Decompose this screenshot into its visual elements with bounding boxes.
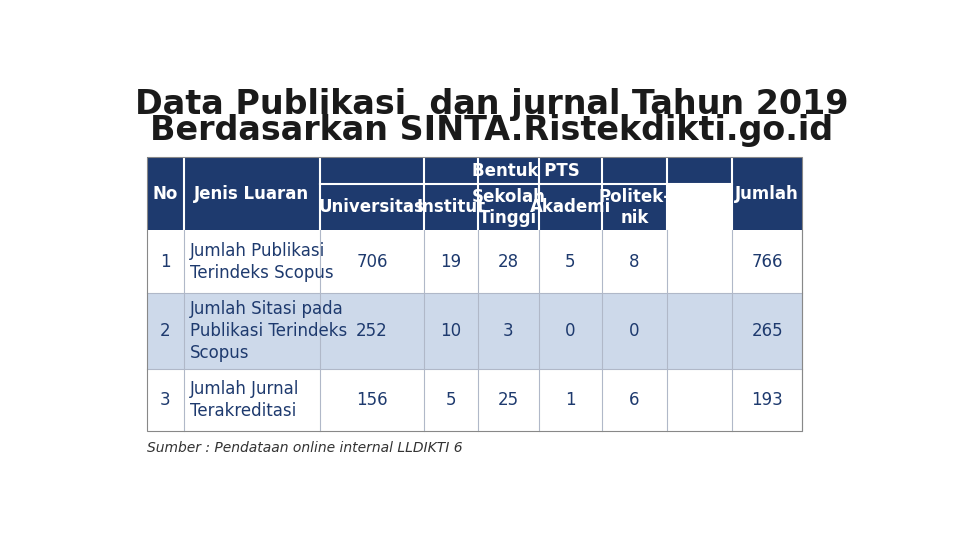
Text: 265: 265 bbox=[752, 322, 783, 340]
Text: 10: 10 bbox=[441, 322, 462, 340]
Text: Politek-
nik: Politek- nik bbox=[598, 187, 671, 227]
Text: Sekolah
Tinggi: Sekolah Tinggi bbox=[471, 187, 545, 227]
Text: 252: 252 bbox=[356, 322, 388, 340]
Text: 1: 1 bbox=[565, 391, 576, 409]
Text: 28: 28 bbox=[497, 253, 518, 271]
Text: 8: 8 bbox=[630, 253, 640, 271]
Text: 2: 2 bbox=[160, 322, 171, 340]
Bar bbox=[147, 293, 802, 369]
Text: Bentuk PTS: Bentuk PTS bbox=[472, 161, 580, 180]
Text: Institut: Institut bbox=[417, 198, 486, 216]
Text: 5: 5 bbox=[445, 391, 456, 409]
Text: 766: 766 bbox=[752, 253, 782, 271]
Bar bbox=[147, 231, 802, 294]
Text: Akademi: Akademi bbox=[530, 198, 611, 216]
Text: Data Publikasi  dan jurnal Tahun 2019: Data Publikasi dan jurnal Tahun 2019 bbox=[135, 89, 849, 122]
Text: Sumber : Pendataan online internal LLDIKTI 6: Sumber : Pendataan online internal LLDIK… bbox=[147, 441, 463, 455]
Bar bbox=[320, 157, 732, 184]
Bar bbox=[423, 184, 478, 231]
Text: Jumlah: Jumlah bbox=[735, 185, 799, 203]
Text: 156: 156 bbox=[356, 391, 388, 409]
Text: 25: 25 bbox=[497, 391, 518, 409]
Text: 3: 3 bbox=[503, 322, 514, 340]
Bar bbox=[147, 369, 802, 430]
Text: No: No bbox=[153, 185, 178, 203]
Text: Universitas: Universitas bbox=[319, 198, 425, 216]
Text: 706: 706 bbox=[356, 253, 388, 271]
Bar bbox=[147, 157, 183, 231]
Bar bbox=[539, 184, 602, 231]
Text: Jumlah Publikasi
Terindeks Scopus: Jumlah Publikasi Terindeks Scopus bbox=[190, 242, 333, 282]
Bar bbox=[602, 184, 667, 231]
Bar bbox=[147, 157, 802, 430]
Bar bbox=[320, 184, 423, 231]
Text: 19: 19 bbox=[441, 253, 462, 271]
Text: 0: 0 bbox=[630, 322, 640, 340]
Text: Berdasarkan SINTA.Ristekdikti.go.id: Berdasarkan SINTA.Ristekdikti.go.id bbox=[151, 114, 833, 147]
Text: 3: 3 bbox=[160, 391, 171, 409]
Text: Jenis Luaran: Jenis Luaran bbox=[194, 185, 309, 203]
Text: 1: 1 bbox=[160, 253, 171, 271]
Text: Jumlah Jurnal
Terakreditasi: Jumlah Jurnal Terakreditasi bbox=[190, 380, 300, 420]
Bar bbox=[478, 184, 539, 231]
Text: 193: 193 bbox=[752, 391, 783, 409]
Text: 0: 0 bbox=[565, 322, 576, 340]
Bar bbox=[732, 157, 802, 231]
Bar bbox=[183, 157, 320, 231]
Text: 5: 5 bbox=[565, 253, 576, 271]
Text: Jumlah Sitasi pada
Publikasi Terindeks
Scopus: Jumlah Sitasi pada Publikasi Terindeks S… bbox=[190, 300, 347, 362]
Text: 6: 6 bbox=[630, 391, 640, 409]
